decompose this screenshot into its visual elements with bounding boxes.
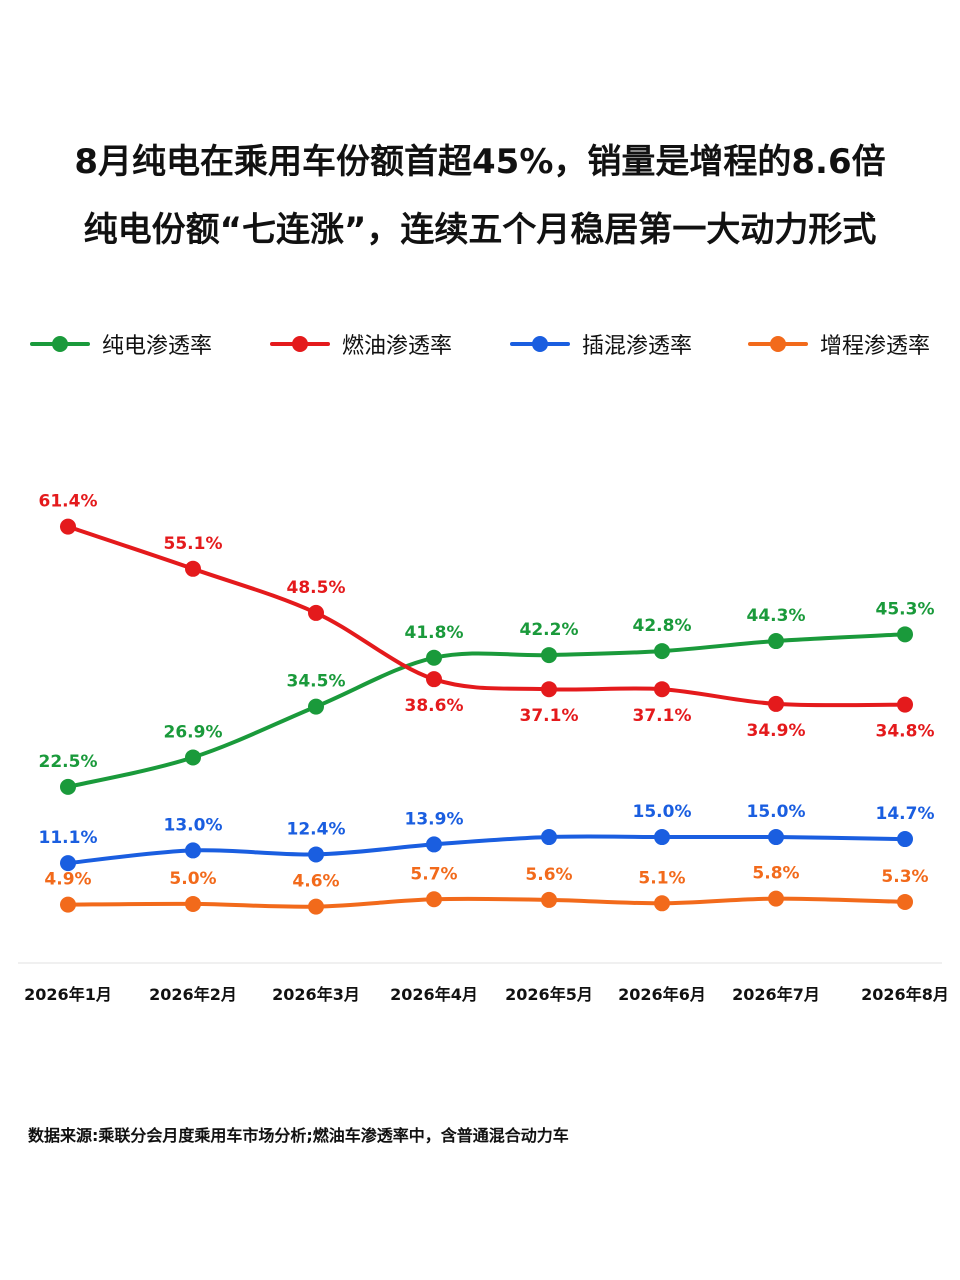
data-label-phev: 13.9% (405, 809, 464, 829)
legend-label-phev: 插混渗透率 (582, 334, 693, 359)
data-point-erev (308, 898, 324, 915)
data-point-bev (541, 647, 557, 664)
series-line-bev (66, 632, 907, 789)
legend-item-ice: 燃油渗透率 (270, 322, 452, 366)
legend-label-erev: 增程渗透率 (820, 334, 931, 359)
data-point-erev (897, 893, 913, 910)
x-tick-label: 2026年2月 (149, 985, 237, 1004)
x-tick-label: 2026年7月 (732, 985, 820, 1004)
data-point-phev (541, 829, 557, 846)
data-point-ice (185, 560, 201, 577)
legend-marker-ice (270, 322, 330, 366)
series-line-ice (66, 524, 907, 708)
x-tick-label: 2026年4月 (390, 985, 478, 1004)
x-tick-label: 2026年8月 (861, 985, 949, 1004)
data-point-phev (185, 842, 201, 859)
legend-item-phev: 插混渗透率 (510, 322, 692, 366)
data-label-ice: 38.6% (405, 696, 464, 716)
data-label-erev: 5.0% (169, 869, 216, 889)
legend-label-bev: 纯电渗透率 (102, 334, 213, 359)
data-label-erev: 5.8% (752, 864, 799, 884)
data-label-ice: 37.1% (633, 706, 692, 726)
data-point-phev (897, 831, 913, 848)
data-label-phev: 12.4% (287, 819, 346, 839)
data-label-phev: 11.1% (39, 828, 98, 848)
data-label-erev: 5.7% (410, 864, 457, 884)
series-phev: 11.1% 13.0% 12.4% 13.9% 15.0% 15.0% 14.7% (39, 802, 935, 872)
legend-label-ice: 燃油渗透率 (342, 334, 453, 359)
data-point-ice (654, 681, 670, 698)
x-tick-label: 2026年6月 (618, 985, 706, 1004)
data-point-phev (308, 846, 324, 863)
data-label-phev: 13.0% (164, 815, 223, 835)
legend: 纯电渗透率 燃油渗透率 插混渗透率 增程渗透率 (30, 322, 940, 366)
data-point-ice (60, 518, 76, 535)
data-label-bev: 34.5% (287, 672, 346, 692)
series-ice: 61.4% 55.1% 48.5% 38.6% 37.1% 37.1% 34.9% 34.8% (39, 492, 935, 742)
data-point-phev (768, 829, 784, 846)
data-point-bev (768, 633, 784, 650)
legend-item-erev: 增程渗透率 (748, 322, 930, 366)
data-label-bev: 44.3% (747, 606, 806, 626)
data-point-ice (426, 671, 442, 688)
data-label-erev: 5.3% (881, 867, 928, 887)
data-point-ice (897, 696, 913, 713)
data-point-bev (308, 698, 324, 715)
data-point-erev (185, 895, 201, 912)
data-point-erev (654, 895, 670, 912)
data-label-ice: 61.4% (39, 492, 98, 512)
chart-title: 8月纯电在乘用车份额首超45%，销量是增程的8.6倍 纯电份额“七连涨”，连续五… (0, 128, 960, 264)
data-label-ice: 34.8% (876, 722, 935, 742)
data-point-bev (185, 749, 201, 766)
x-tick-label: 2026年1月 (24, 985, 112, 1004)
data-label-bev: 42.2% (520, 620, 579, 640)
legend-marker-erev (748, 322, 808, 366)
x-tick-label: 2026年5月 (505, 985, 593, 1004)
legend-marker-phev (510, 322, 570, 366)
data-point-ice (308, 604, 324, 621)
data-label-phev: 14.7% (876, 804, 935, 824)
data-point-bev (654, 643, 670, 660)
data-label-erev: 4.6% (292, 872, 339, 892)
data-point-erev (60, 896, 76, 913)
data-label-ice: 55.1% (164, 534, 223, 554)
x-tick-label: 2026年3月 (272, 985, 360, 1004)
data-label-bev: 26.9% (164, 722, 223, 742)
data-point-ice (768, 695, 784, 712)
data-label-phev: 15.0% (747, 802, 806, 822)
data-point-bev (897, 626, 913, 643)
data-label-ice: 37.1% (520, 706, 579, 726)
data-label-bev: 45.3% (876, 599, 935, 619)
data-point-ice (541, 681, 557, 698)
data-point-bev (426, 649, 442, 666)
source-note: 数据来源:乘联分会月度乘用车市场分析;燃油车渗透率中，含普通混合动力车 (28, 1126, 569, 1145)
data-label-erev: 5.6% (525, 865, 572, 885)
data-label-bev: 41.8% (405, 623, 464, 643)
data-label-phev: 15.0% (633, 802, 692, 822)
legend-marker-bev (30, 322, 90, 366)
data-label-ice: 48.5% (287, 578, 346, 598)
legend-item-bev: 纯电渗透率 (30, 322, 212, 366)
series-bev: 22.5% 26.9% 34.5% 41.8% 42.2% 42.8% 44.3% 45.3% (39, 599, 935, 795)
data-point-bev (60, 778, 76, 795)
series-erev: 4.9% 5.0% 4.6% 5.7% 5.6% 5.1% 5.8% 5.3% (44, 864, 929, 915)
data-point-phev (426, 836, 442, 853)
data-label-ice: 34.9% (747, 721, 806, 741)
data-point-phev (60, 855, 76, 872)
data-label-erev: 5.1% (638, 868, 685, 888)
data-point-erev (768, 890, 784, 907)
title-line-1: 8月纯电在乘用车份额首超45%，销量是增程的8.6倍 (74, 142, 886, 182)
data-label-bev: 22.5% (39, 752, 98, 772)
data-point-erev (426, 891, 442, 908)
data-label-bev: 42.8% (633, 616, 692, 636)
title-line-2: 纯电份额“七连涨”，连续五个月稳居第一大动力形式 (83, 210, 877, 250)
line-chart: 22.5% 26.9% 34.5% 41.8% 42.2% 42.8% 44.3% 45.3%… (0, 400, 960, 1060)
data-label-erev: 4.9% (44, 870, 91, 890)
data-point-phev (654, 829, 670, 846)
line-chart-svg: 22.5% 26.9% 34.5% 41.8% 42.2% 42.8% 44.3% 45.3%… (18, 492, 949, 1004)
data-point-erev (541, 891, 557, 908)
